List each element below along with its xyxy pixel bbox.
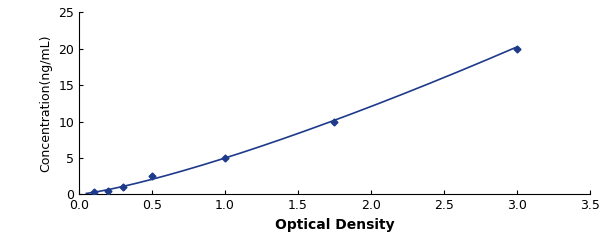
- X-axis label: Optical Density: Optical Density: [275, 218, 394, 232]
- Y-axis label: Concentration(ng/mL): Concentration(ng/mL): [40, 35, 53, 172]
